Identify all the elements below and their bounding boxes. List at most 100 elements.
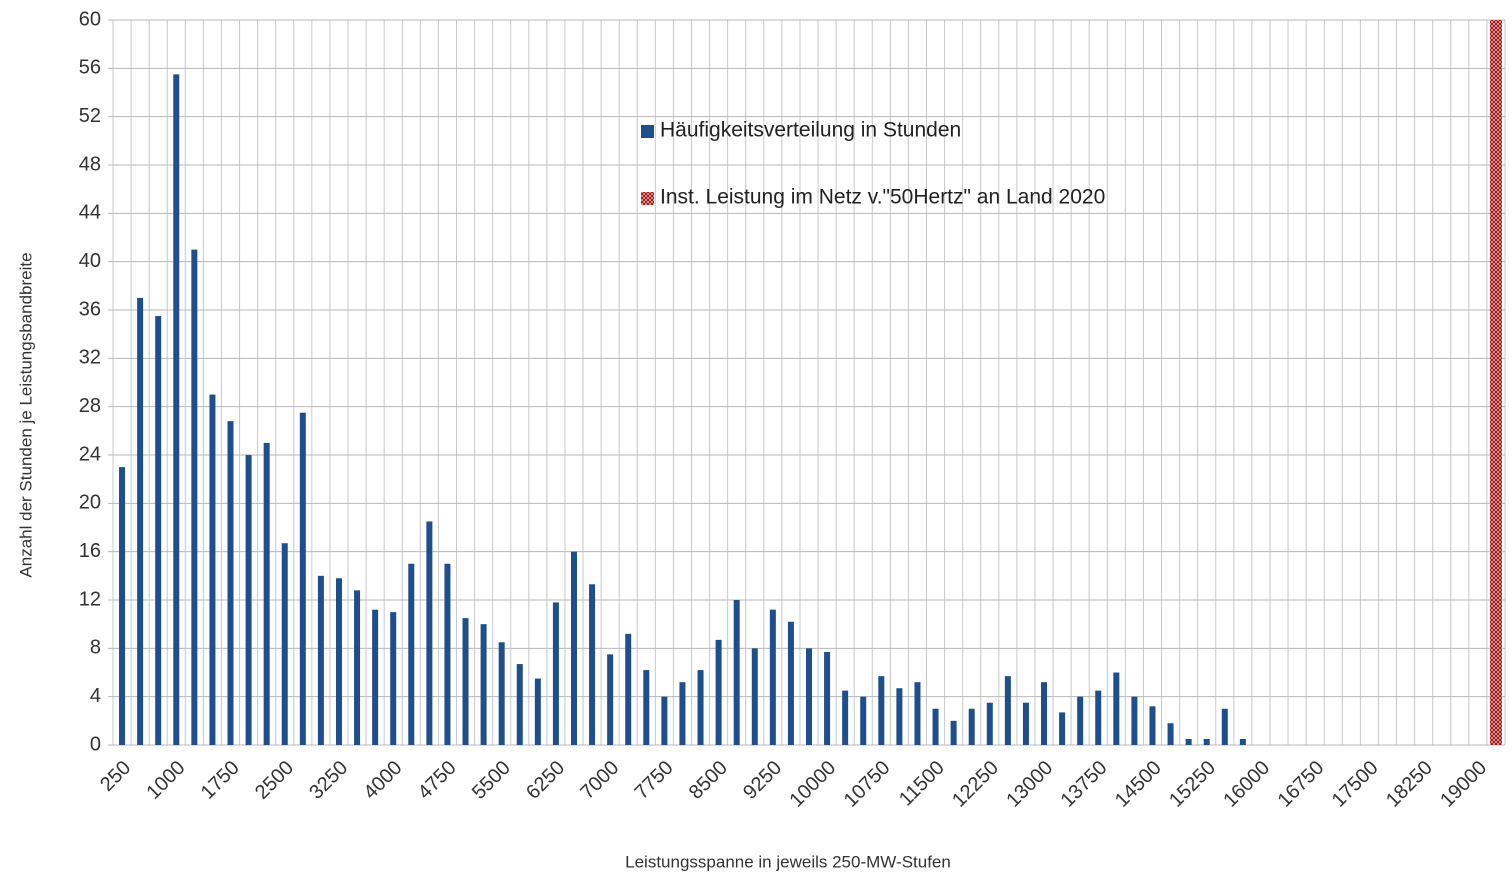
bar	[715, 639, 722, 745]
bar	[426, 521, 433, 745]
y-tick-label: 44	[79, 202, 101, 224]
bar	[1059, 712, 1066, 745]
bar	[1095, 690, 1102, 745]
bar	[119, 467, 126, 745]
x-tick-label: 12250	[948, 757, 1003, 812]
bar	[896, 688, 903, 745]
bar	[1203, 738, 1210, 745]
y-tick-label: 4	[90, 685, 101, 707]
bar	[552, 602, 559, 745]
x-tick-label: 5500	[468, 757, 515, 804]
bar	[516, 664, 523, 745]
bar	[661, 696, 668, 745]
bar	[842, 690, 849, 745]
bar	[1185, 738, 1192, 745]
x-tick-label: 1750	[197, 757, 244, 804]
bar	[968, 708, 975, 745]
bar	[317, 575, 324, 745]
x-tick-label: 3250	[305, 757, 352, 804]
x-tick-label: 13750	[1057, 757, 1112, 812]
x-tick-label: 7000	[576, 757, 623, 804]
x-tick-label: 11500	[895, 757, 949, 811]
x-tick-label: 10000	[785, 757, 840, 812]
bar	[173, 74, 180, 745]
bar	[245, 455, 252, 745]
bar	[1004, 676, 1011, 745]
bar	[643, 670, 650, 745]
bar	[390, 612, 397, 745]
x-tick-label: 8500	[685, 757, 732, 804]
bar	[806, 648, 812, 745]
x-tick-label: 6250	[522, 757, 569, 804]
bar	[1149, 706, 1156, 745]
bar	[950, 720, 957, 745]
bar	[860, 696, 867, 745]
bar	[354, 590, 361, 745]
y-tick-label: 20	[79, 492, 101, 514]
bar	[625, 633, 632, 745]
bar	[299, 412, 306, 745]
x-tick-label: 1000	[143, 757, 190, 804]
legend-label: Häufigkeitsverteilung in Stunden	[660, 119, 961, 142]
bar	[281, 543, 288, 745]
bar	[607, 654, 614, 745]
bar	[878, 676, 885, 745]
bar	[769, 609, 776, 745]
bar	[733, 600, 740, 745]
bar	[137, 297, 144, 745]
x-tick-label: 15250	[1165, 757, 1220, 812]
bar	[444, 563, 451, 745]
bar	[534, 678, 541, 745]
bar	[932, 708, 939, 745]
bar	[1221, 708, 1228, 745]
bar	[209, 394, 216, 745]
bar	[480, 624, 487, 745]
y-tick-label: 60	[79, 8, 101, 30]
x-tick-label: 16000	[1219, 757, 1274, 812]
x-tick-label: 17500	[1328, 757, 1383, 812]
x-tick-label: 250	[96, 757, 135, 796]
bar	[824, 651, 831, 745]
x-axis-title: Leistungsspanne in jeweils 250-MW-Stufen	[625, 852, 951, 871]
x-tick-label: 19000	[1436, 757, 1491, 812]
x-tick-label: 10750	[840, 757, 895, 812]
bar	[679, 682, 686, 745]
x-tick-label: 4000	[359, 757, 406, 804]
x-tick-label: 14500	[1111, 757, 1166, 812]
legend-swatch	[641, 192, 654, 205]
x-tick-label: 4750	[414, 757, 461, 804]
y-tick-label: 32	[79, 347, 101, 369]
bar	[914, 682, 921, 745]
bar	[498, 642, 505, 745]
y-tick-label: 48	[79, 153, 101, 175]
bar	[227, 421, 234, 745]
bar	[589, 584, 596, 745]
y-tick-label: 16	[79, 540, 101, 562]
bar	[751, 648, 758, 745]
legend-swatch	[641, 125, 654, 138]
y-tick-label: 52	[79, 105, 101, 127]
y-tick-label: 56	[79, 57, 101, 79]
bar	[1167, 723, 1174, 745]
bar	[408, 563, 415, 745]
y-tick-label: 8	[90, 637, 101, 659]
bar	[697, 670, 704, 745]
bar	[1041, 682, 1048, 745]
legend-label: Inst. Leistung im Netz v."50Hertz" an La…	[660, 186, 1105, 209]
y-tick-label: 40	[79, 250, 101, 272]
bar	[191, 249, 198, 746]
bar	[1489, 20, 1502, 745]
bar	[1077, 696, 1084, 745]
x-tick-label: 9250	[739, 757, 786, 804]
y-tick-label: 12	[79, 588, 101, 610]
bar	[335, 578, 342, 745]
bar	[1239, 738, 1246, 745]
bar	[1022, 702, 1029, 745]
bar	[570, 551, 577, 745]
bar	[372, 609, 379, 745]
bar	[155, 316, 162, 745]
x-tick-label: 7750	[631, 757, 678, 804]
bar	[1113, 672, 1120, 745]
y-tick-label: 28	[79, 395, 101, 417]
